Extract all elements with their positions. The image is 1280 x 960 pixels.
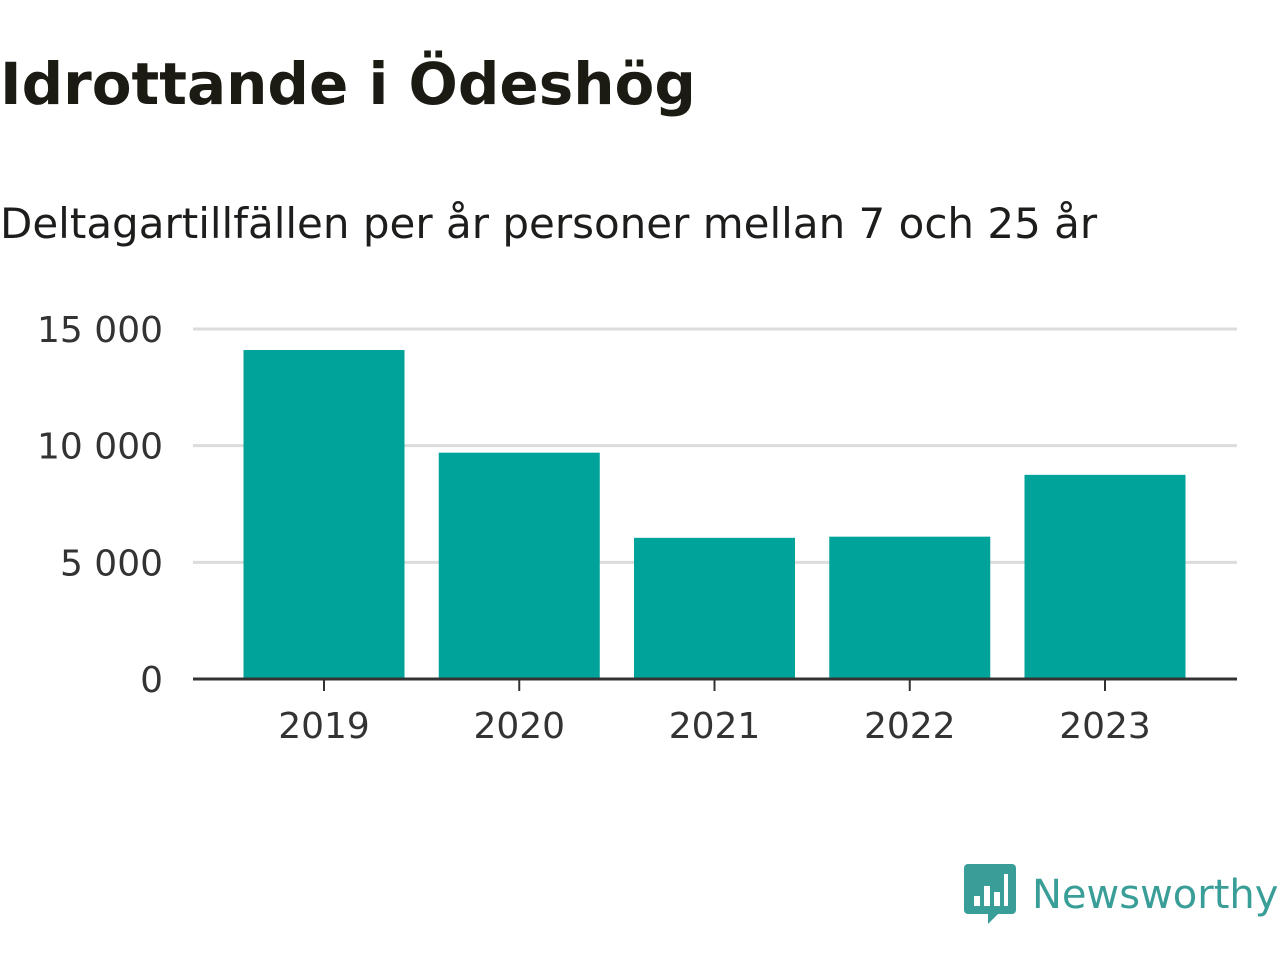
x-tick-label: 2022: [864, 706, 956, 747]
bar-2020: [438, 452, 600, 679]
brand-name: Newsworthy: [1032, 872, 1279, 918]
x-tick-labels: 2019 2020 2021 2022 2023: [278, 706, 1151, 747]
bar-2019: [243, 350, 405, 679]
bars: [243, 350, 1186, 679]
brand-logo: Newsworthy: [964, 864, 1278, 926]
x-axis: [193, 677, 1237, 691]
bar-chart: 0 5 000 10 000 15 000 2019 2020 2021 2022 2023: [37, 310, 1237, 747]
x-tick-label: 2020: [473, 706, 565, 747]
bar-2023: [1024, 474, 1186, 679]
x-tick-label: 2019: [278, 706, 370, 747]
bar-2022: [829, 536, 991, 679]
y-tick-labels: 0 5 000 10 000 15 000: [37, 310, 163, 701]
y-tick-label: 0: [140, 660, 163, 701]
chart-subtitle: Deltagartillfällen per år personer mella…: [0, 199, 1098, 248]
y-tick-label: 5 000: [60, 543, 163, 584]
x-tick-label: 2021: [669, 706, 761, 747]
chart-title: Idrottande i Ödeshög: [0, 50, 696, 118]
x-tick-label: 2023: [1059, 706, 1151, 747]
bar-chart-speech-bubble-icon: [964, 864, 1016, 924]
y-tick-label: 10 000: [37, 427, 163, 468]
bar-2021: [634, 537, 795, 679]
y-tick-label: 15 000: [37, 310, 163, 351]
